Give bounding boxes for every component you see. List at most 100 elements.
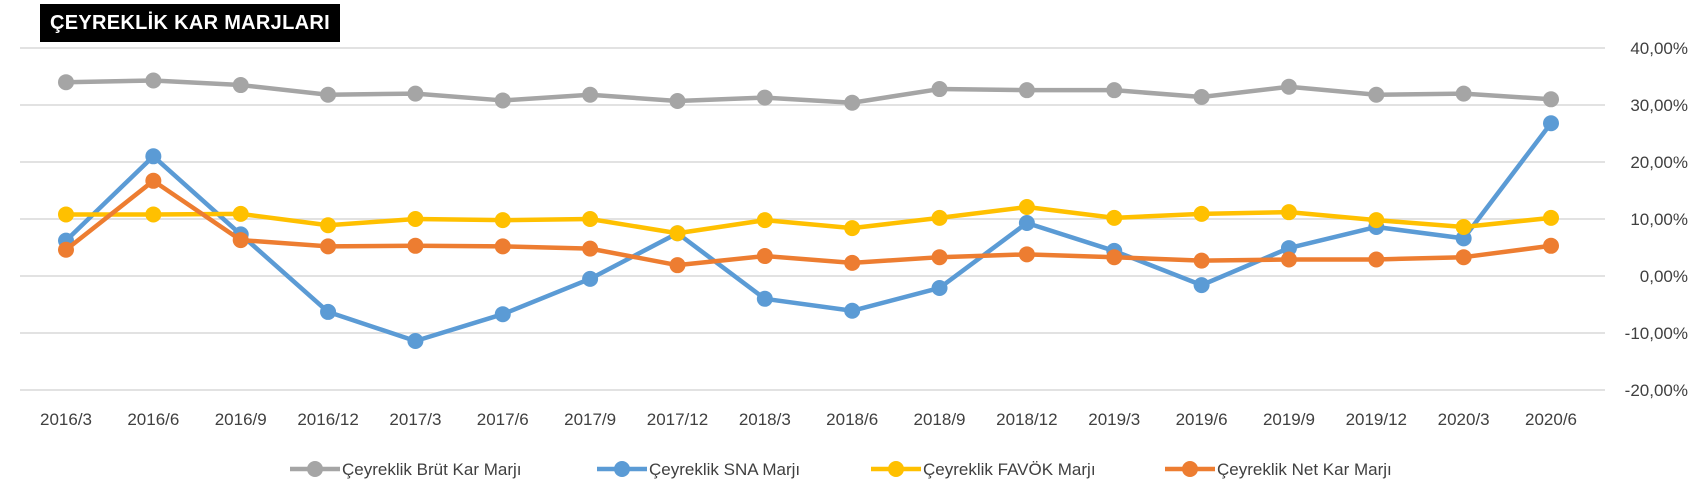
data-point	[494, 238, 511, 255]
data-point	[1368, 86, 1385, 103]
y-tick-label: 30,00%	[1630, 96, 1688, 115]
series-1	[58, 72, 1559, 111]
data-point	[232, 77, 249, 94]
legend-label: Çeyreklik Net Kar Marjı	[1217, 460, 1392, 479]
legend-label: Çeyreklik Brüt Kar Marjı	[342, 460, 521, 479]
data-point	[931, 249, 948, 266]
x-tick-label: 2018/12	[996, 410, 1057, 429]
data-point	[669, 257, 686, 274]
legend-item: Çeyreklik SNA Marjı	[597, 460, 800, 479]
data-point	[145, 148, 162, 165]
x-tick-label: 2017/3	[389, 410, 441, 429]
data-point	[1280, 251, 1297, 268]
x-tick-label: 2018/9	[914, 410, 966, 429]
data-point	[756, 248, 773, 265]
series-group	[58, 72, 1559, 349]
data-point	[145, 172, 162, 189]
series-3	[58, 199, 1559, 242]
legend-item: Çeyreklik FAVÖK Marjı	[871, 460, 1096, 479]
x-tick-label: 2019/9	[1263, 410, 1315, 429]
x-tick-label: 2019/12	[1346, 410, 1407, 429]
series-2	[58, 115, 1559, 349]
data-point	[320, 217, 337, 234]
data-point	[232, 205, 249, 222]
data-point	[145, 72, 162, 89]
series-line	[63, 78, 1554, 105]
y-tick-label: -20,00%	[1625, 381, 1688, 400]
data-point	[1193, 277, 1210, 294]
data-point	[1193, 252, 1210, 269]
data-point	[1543, 115, 1559, 132]
data-point	[58, 74, 74, 91]
y-tick-label: 0,00%	[1640, 267, 1688, 286]
series-4	[58, 172, 1559, 274]
x-tick-label: 2017/9	[564, 410, 616, 429]
legend-marker	[307, 461, 323, 477]
chart-title: ÇEYREKLİK KAR MARJLARI	[40, 4, 340, 42]
y-axis-ticks: 40,00% 30,00% 20,00% 10,00% 0,00% -10,00% -20,…	[1625, 39, 1688, 400]
x-tick-label: 2019/3	[1088, 410, 1140, 429]
y-tick-label: 10,00%	[1630, 210, 1688, 229]
data-point	[1106, 249, 1123, 266]
x-axis-ticks: 2016/3 2016/6 2016/9 2016/12 2017/3 2017/6 201…	[40, 410, 1577, 429]
data-point	[1368, 251, 1385, 268]
legend-item: Çeyreklik Net Kar Marjı	[1165, 460, 1392, 479]
legend-marker	[1182, 461, 1198, 477]
legend-marker	[614, 461, 630, 477]
data-point	[407, 237, 424, 254]
data-point	[582, 270, 599, 287]
data-point	[1106, 209, 1123, 226]
legend-label: Çeyreklik SNA Marjı	[649, 460, 800, 479]
x-tick-label: 2020/3	[1438, 410, 1490, 429]
data-point	[232, 232, 249, 249]
data-point	[756, 290, 773, 307]
data-point	[58, 241, 74, 258]
data-point	[1455, 249, 1472, 266]
data-point	[494, 92, 511, 109]
x-tick-label: 2018/6	[826, 410, 878, 429]
legend: Çeyreklik Brüt Kar Marjı Çeyreklik SNA Ma…	[290, 460, 1392, 479]
data-point	[1106, 82, 1123, 99]
data-point	[844, 220, 861, 237]
data-point	[1280, 78, 1297, 95]
y-tick-label: 40,00%	[1630, 39, 1688, 58]
y-tick-label: 20,00%	[1630, 153, 1688, 172]
x-tick-label: 2020/6	[1525, 410, 1577, 429]
y-tick-label: -10,00%	[1625, 324, 1688, 343]
data-point	[1193, 205, 1210, 222]
data-point	[1543, 237, 1559, 254]
x-tick-label: 2016/12	[297, 410, 358, 429]
series-line	[63, 120, 1554, 344]
x-tick-label: 2017/12	[647, 410, 708, 429]
data-point	[582, 86, 599, 103]
data-point	[931, 209, 948, 226]
data-point	[931, 279, 948, 296]
data-point	[582, 240, 599, 257]
data-point	[844, 302, 861, 319]
data-point	[1018, 82, 1035, 99]
data-point	[320, 303, 337, 320]
data-point	[1193, 89, 1210, 106]
legend-label: Çeyreklik FAVÖK Marjı	[923, 460, 1096, 479]
legend-item: Çeyreklik Brüt Kar Marjı	[290, 460, 521, 479]
data-point	[844, 254, 861, 271]
data-point	[1280, 240, 1297, 257]
data-point	[1543, 91, 1559, 108]
series-line	[63, 178, 1554, 268]
data-point	[407, 211, 424, 227]
data-point	[1018, 199, 1035, 216]
data-point	[320, 238, 337, 255]
data-point	[1018, 214, 1035, 231]
data-point	[407, 85, 424, 102]
data-point	[58, 206, 74, 223]
x-tick-label: 2016/3	[40, 410, 92, 429]
data-point	[1455, 85, 1472, 102]
x-tick-label: 2016/6	[127, 410, 179, 429]
x-tick-label: 2016/9	[215, 410, 267, 429]
data-point	[1455, 218, 1472, 235]
data-point	[844, 94, 861, 111]
data-point	[407, 332, 424, 349]
data-point	[669, 93, 686, 110]
data-point	[494, 306, 511, 323]
